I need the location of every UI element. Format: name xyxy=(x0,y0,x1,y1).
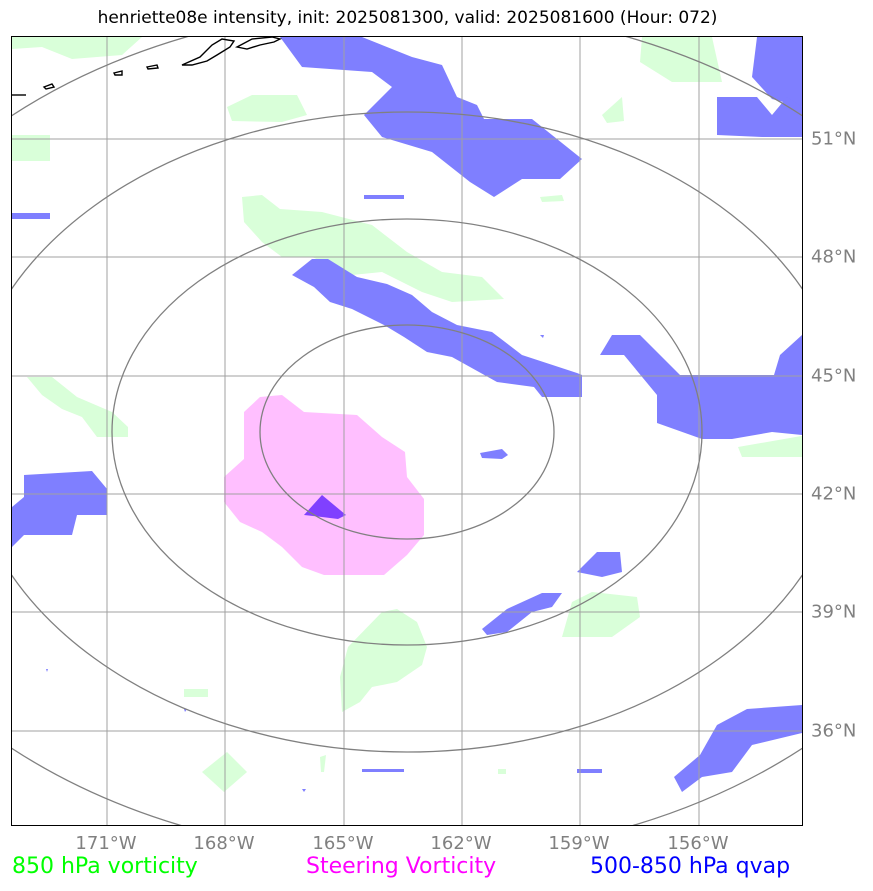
island-outline xyxy=(145,64,159,70)
qvap-area xyxy=(482,593,562,635)
vorticity-850-area xyxy=(184,689,208,697)
lat-label-45n: 45°N xyxy=(811,365,857,387)
qvap-area xyxy=(752,37,802,107)
legend-steering-vorticity: Steering Vorticity xyxy=(306,854,497,879)
qvap-area xyxy=(302,789,306,792)
map-canvas xyxy=(12,37,802,825)
qvap-area xyxy=(280,37,582,197)
legend-850-hpa-vorticity: 850 hPa vorticity xyxy=(12,854,198,879)
island-outline xyxy=(112,70,123,76)
lat-label-39n: 39°N xyxy=(811,601,857,623)
lat-label-36n: 36°N xyxy=(811,720,857,742)
range-ring xyxy=(12,111,802,753)
vorticity-850-area xyxy=(602,97,624,123)
range-ring xyxy=(111,218,703,646)
vorticity-850-area xyxy=(540,195,564,202)
qvap-area xyxy=(480,449,508,459)
qvap-area xyxy=(12,213,50,219)
vorticity-850-area xyxy=(738,435,802,457)
qvap-area xyxy=(364,195,404,199)
qvap-area xyxy=(292,259,582,397)
lon-label-156w: 156°W xyxy=(667,833,729,854)
qvap-area xyxy=(362,769,404,772)
island-outline xyxy=(234,37,283,50)
chart-title: henriette08e intensity, init: 2025081300… xyxy=(97,8,718,28)
overlap-area xyxy=(304,495,346,519)
lon-label-168w: 168°W xyxy=(193,833,255,854)
island-outline xyxy=(42,83,56,90)
qvap-area xyxy=(540,335,544,338)
lon-label-162w: 162°W xyxy=(430,833,492,854)
qvap-area xyxy=(600,335,802,439)
vorticity-850-area xyxy=(320,755,326,772)
qvap-area xyxy=(717,97,802,137)
vorticity-850-area xyxy=(227,95,307,122)
lon-label-165w: 165°W xyxy=(312,833,374,854)
map-panel xyxy=(11,36,803,826)
qvap-area xyxy=(577,769,602,773)
lon-label-171w: 171°W xyxy=(75,833,137,854)
lat-label-51n: 51°N xyxy=(811,128,857,150)
vorticity-850-area xyxy=(562,592,640,637)
vorticity-850-area xyxy=(12,135,50,161)
steering-vorticity-layer xyxy=(224,395,424,575)
coastline xyxy=(12,37,283,96)
island-outline xyxy=(181,38,236,66)
qvap-area xyxy=(12,471,107,547)
qvap-area xyxy=(674,705,802,792)
lat-label-42n: 42°N xyxy=(811,483,857,505)
gridlines xyxy=(12,37,802,825)
lat-label-48n: 48°N xyxy=(811,246,857,268)
vorticity-850-area xyxy=(12,37,142,59)
legend-qvap: 500-850 hPa qvap xyxy=(590,854,791,879)
vorticity-850-area xyxy=(27,377,128,437)
vorticity-850-area xyxy=(640,37,722,82)
qvap-layer xyxy=(12,37,802,792)
vorticity-850-area xyxy=(340,609,427,712)
qvap-area xyxy=(46,669,48,672)
lon-label-159w: 159°W xyxy=(548,833,610,854)
range-rings xyxy=(12,37,802,825)
qvap-area xyxy=(577,552,622,577)
steering-vorticity-area xyxy=(224,395,424,575)
vorticity-850-area xyxy=(498,769,506,774)
range-ring xyxy=(259,324,555,540)
vorticity-850-area xyxy=(242,195,504,302)
